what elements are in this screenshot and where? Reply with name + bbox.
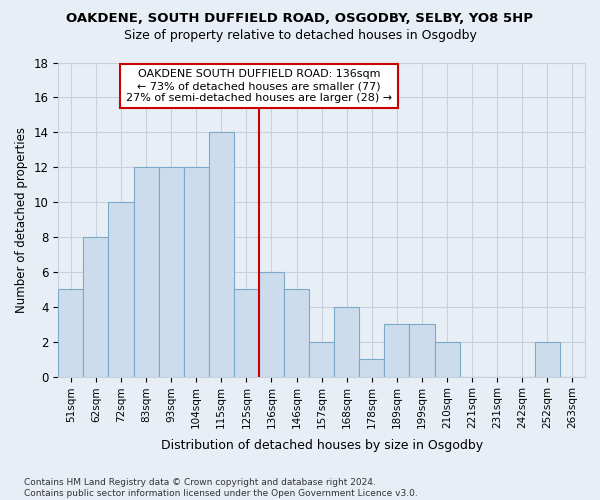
Bar bbox=[309, 342, 334, 376]
X-axis label: Distribution of detached houses by size in Osgodby: Distribution of detached houses by size … bbox=[161, 440, 483, 452]
Bar bbox=[134, 167, 158, 376]
Bar bbox=[184, 167, 209, 376]
Y-axis label: Number of detached properties: Number of detached properties bbox=[15, 126, 28, 312]
Bar bbox=[83, 237, 109, 376]
Bar bbox=[158, 167, 184, 376]
Bar bbox=[434, 342, 460, 376]
Bar bbox=[409, 324, 434, 376]
Bar bbox=[385, 324, 409, 376]
Bar bbox=[58, 290, 83, 376]
Text: Contains HM Land Registry data © Crown copyright and database right 2024.
Contai: Contains HM Land Registry data © Crown c… bbox=[24, 478, 418, 498]
Bar bbox=[109, 202, 134, 376]
Text: Size of property relative to detached houses in Osgodby: Size of property relative to detached ho… bbox=[124, 29, 476, 42]
Bar bbox=[359, 359, 385, 376]
Text: OAKDENE, SOUTH DUFFIELD ROAD, OSGODBY, SELBY, YO8 5HP: OAKDENE, SOUTH DUFFIELD ROAD, OSGODBY, S… bbox=[67, 12, 533, 26]
Text: OAKDENE SOUTH DUFFIELD ROAD: 136sqm
← 73% of detached houses are smaller (77)
27: OAKDENE SOUTH DUFFIELD ROAD: 136sqm ← 73… bbox=[126, 70, 392, 102]
Bar bbox=[234, 290, 259, 376]
Bar bbox=[535, 342, 560, 376]
Bar bbox=[284, 290, 309, 376]
Bar bbox=[209, 132, 234, 376]
Bar bbox=[334, 307, 359, 376]
Bar bbox=[259, 272, 284, 376]
